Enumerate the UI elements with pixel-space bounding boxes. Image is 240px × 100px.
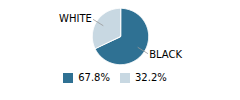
svg-text:WHITE: WHITE — [59, 13, 92, 24]
html-text:67.8%: 67.8% — [78, 72, 110, 83]
html-text:32.2%: 32.2% — [135, 72, 167, 83]
svg-text:BLACK: BLACK — [149, 49, 182, 60]
